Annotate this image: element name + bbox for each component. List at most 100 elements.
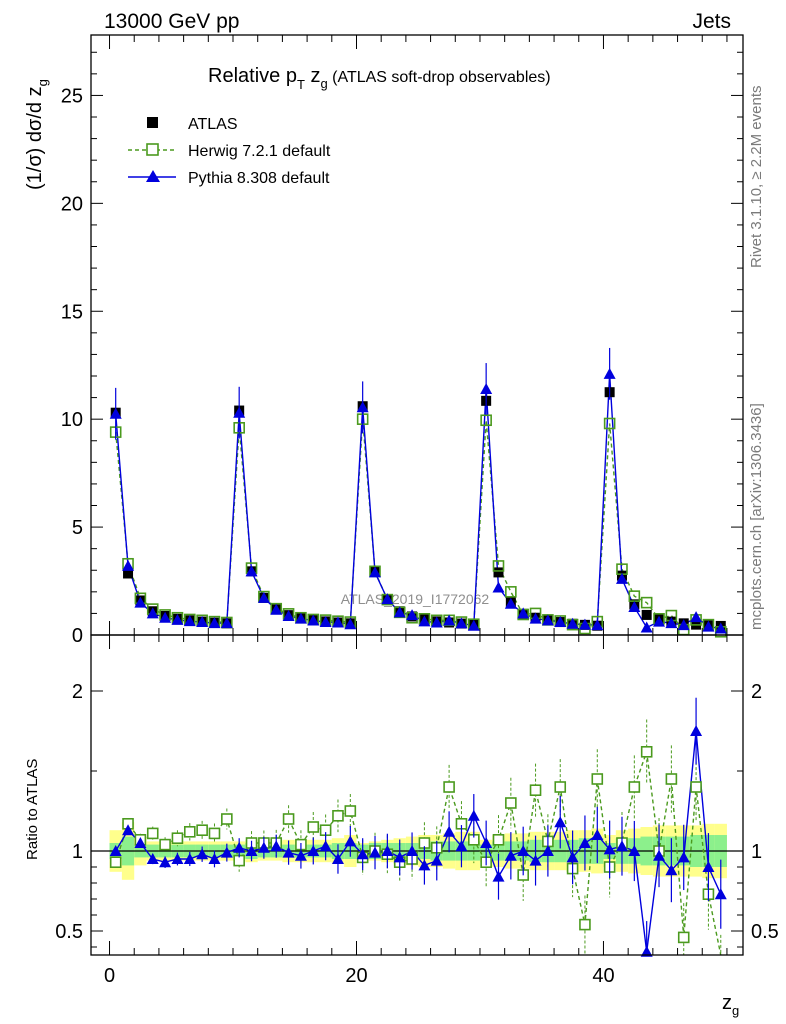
legend-label-herwig: Herwig 7.2.1 default (188, 143, 331, 160)
herwig-ratio-point (529, 784, 542, 797)
herwig-ratio-point (344, 805, 357, 817)
title-sub-t: T (297, 77, 305, 92)
pythia-ratio-point (665, 864, 678, 876)
herwig-point (603, 417, 616, 430)
pythia-point (714, 622, 727, 634)
herwig-point (480, 414, 492, 427)
pythia-point (208, 617, 221, 629)
pythia-ratio-point (171, 853, 184, 864)
pythia-point (443, 614, 456, 626)
herwig-ratio-point (196, 824, 208, 837)
pythia-point (554, 616, 567, 628)
ratio-panel-frame (90, 634, 744, 956)
top-y-tick-label: 15 (61, 301, 83, 323)
pythia-point (591, 619, 604, 631)
pythia-point (615, 572, 628, 584)
ratio-y-tick-label-left: 1 (72, 841, 83, 863)
ratio-y-tick-label-left: 2 (72, 681, 83, 703)
pythia-point (356, 401, 369, 413)
pythia-ratio-point (233, 841, 246, 853)
pythia-ratio-point (504, 849, 517, 861)
pythia-ratio-point (541, 845, 554, 856)
pythia-point (183, 615, 196, 627)
ratio-y-tick-label-right: 2 (751, 681, 762, 703)
pythia-point (517, 607, 530, 619)
pythia-point (702, 620, 715, 632)
pythia-point (146, 607, 159, 619)
pythia-ratio-point (443, 825, 456, 837)
ratio-y-tick-label-left: 0.5 (55, 921, 83, 943)
herwig-ratio-point (628, 781, 641, 793)
pythia-point (418, 615, 431, 627)
herwig-ratio-point (332, 809, 344, 822)
pythia-ratio-point (356, 848, 369, 860)
title-z: z (305, 65, 321, 87)
x-axis-label-main: z (722, 992, 732, 1014)
pythia-ratio-point (702, 861, 715, 872)
top-panel-series (109, 347, 727, 638)
top-y-tick-label: 10 (61, 409, 83, 431)
pythia-ratio-point (183, 853, 196, 864)
title-sub-g: g (320, 76, 327, 91)
pythia-ratio-point (714, 888, 727, 900)
mcplots-info-label: mcplots.cern.ch [arXiv:1306.3436] (748, 403, 765, 630)
top-y-tick-label: 25 (61, 85, 83, 107)
ratio-y-axis-label: Ratio to ATLAS (24, 759, 41, 860)
legend-marker-pythia (146, 170, 160, 182)
herwig-ratio-point (159, 838, 171, 851)
pythia-point (566, 617, 579, 629)
top-y-tick-label: 20 (61, 193, 83, 215)
pythia-ratio-point (331, 853, 344, 864)
atlas-point (641, 609, 652, 620)
legend-item-pythia: Pythia 8.308 default (128, 170, 330, 187)
legend-item-atlas: ATLAS (147, 116, 238, 133)
top-y-axis-label-sub: g (35, 79, 50, 86)
herwig-ratio-point (591, 773, 604, 785)
herwig-ratio-point (579, 918, 591, 931)
pythia-ratio-point (430, 854, 443, 866)
top-y-axis-label: (1/σ) dσ/d zg (24, 79, 50, 190)
pythia-ratio-point (270, 840, 283, 852)
rivet-info-label: Rivet 3.1.10, ≥ 2.2M events (748, 86, 765, 269)
x-axis-label: zg (722, 992, 739, 1018)
x-tick-label: 20 (345, 965, 367, 987)
pythia-ratio-point (257, 841, 270, 853)
pythia-ratio-point (677, 851, 690, 863)
pythia-point (282, 610, 295, 622)
pythia-point (257, 591, 270, 603)
pythia-ratio-point (455, 840, 468, 852)
pythia-ratio-point (517, 845, 530, 856)
pythia-ratio-point (566, 851, 579, 863)
pythia-point (294, 612, 307, 624)
pythia-point (196, 616, 209, 628)
herwig-ratio-point (505, 797, 517, 809)
herwig-ratio-point (554, 781, 567, 793)
pythia-ratio-point (418, 859, 431, 871)
pythia-ratio-point (690, 725, 703, 736)
pythia-ratio-point (122, 824, 135, 836)
herwig-ratio-point (171, 832, 184, 845)
pythia-ratio-point (628, 845, 641, 856)
legend-label-atlas: ATLAS (188, 116, 238, 133)
top-y-tick-label: 0 (72, 625, 83, 647)
pythia-ratio-point (146, 853, 159, 864)
pythia-point (480, 382, 493, 394)
herwig-ratio-point (677, 931, 690, 944)
pythia-ratio-point (381, 845, 394, 856)
top-axes: 0 5 10 15 20 25 (61, 35, 743, 647)
plot-title: Relative pT zg (ATLAS soft-drop observab… (208, 65, 551, 92)
pythia-point (603, 367, 616, 379)
title-main: Relative p (208, 65, 297, 87)
pythia-point (245, 565, 258, 577)
pythia-point (171, 613, 184, 625)
pythia-point (307, 614, 320, 626)
pythia-point (319, 616, 332, 628)
top-y-axis-label-main: (1/σ) dσ/d z (24, 86, 46, 190)
pythia-point (467, 619, 480, 631)
herwig-point (505, 586, 517, 598)
pythia-point (122, 559, 135, 571)
pythia-ratio-point (578, 837, 591, 848)
ratio-axes: 0.5 0.51 12 20 20 40 (55, 635, 779, 987)
pythia-point (628, 600, 641, 612)
